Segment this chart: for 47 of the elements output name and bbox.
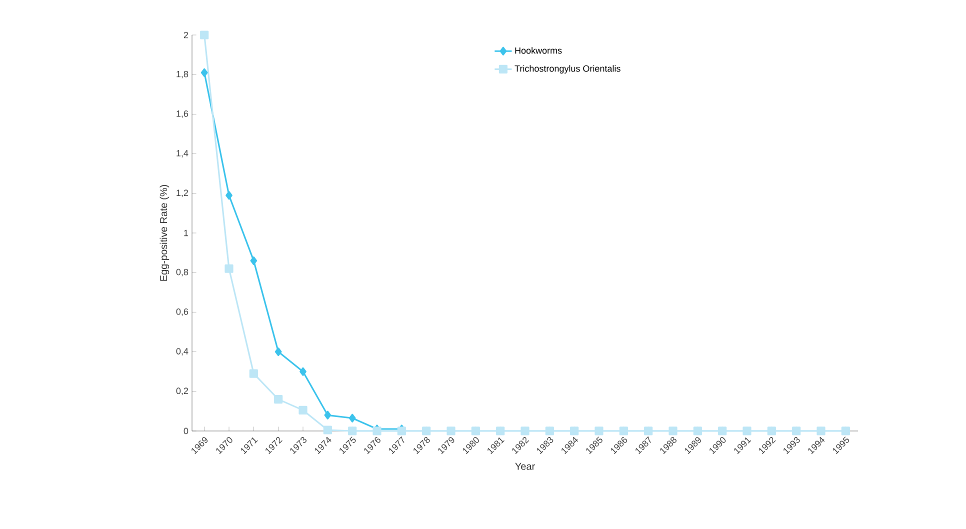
point [816, 426, 826, 436]
legend-label: Hookworms [515, 47, 562, 54]
point [274, 347, 282, 356]
point [545, 426, 554, 436]
point [520, 426, 530, 436]
point [446, 426, 456, 436]
y-tick-label: 1 [184, 230, 188, 236]
point [693, 426, 702, 436]
legend-label: Trichostrongylus Orientalis [514, 65, 620, 74]
point [323, 426, 332, 434]
point [792, 426, 801, 436]
y-tick-label: 0 [184, 428, 188, 434]
y-tick-label: 1,2 [176, 190, 188, 198]
point [841, 426, 850, 436]
point [348, 414, 356, 422]
y-tick-label: 0,8 [176, 268, 188, 276]
point [200, 68, 208, 77]
point [249, 369, 258, 378]
point [619, 426, 628, 436]
y-tick-label: 1,4 [176, 150, 188, 158]
point [300, 367, 306, 376]
point [226, 191, 232, 200]
y-axis-title: Egg-positive Rate (%) [160, 184, 170, 281]
y-tick-label: 1,6 [176, 110, 188, 118]
point [644, 426, 653, 436]
y-tick-label: 2 [184, 32, 188, 38]
point [224, 264, 234, 273]
point [570, 426, 579, 436]
point [594, 426, 604, 436]
point [200, 30, 209, 40]
y-tick-label: 0,2 [176, 388, 188, 396]
point [767, 426, 776, 436]
y-tick-label: 0,4 [176, 348, 188, 356]
point [250, 256, 258, 266]
point [471, 426, 480, 436]
point [718, 426, 727, 436]
point [324, 410, 332, 420]
point [496, 426, 505, 436]
x-axis-title: Year [515, 462, 535, 470]
y-tick-label: 1,8 [176, 70, 188, 78]
point [742, 426, 752, 436]
point [274, 395, 283, 404]
y-tick-label: 0,6 [176, 308, 188, 316]
point [422, 426, 431, 436]
point [348, 426, 357, 436]
point [298, 406, 308, 414]
point [668, 426, 678, 436]
